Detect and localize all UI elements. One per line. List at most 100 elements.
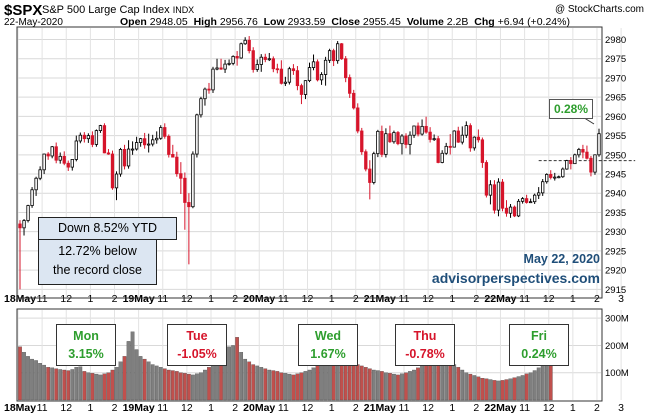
candle-body	[211, 68, 215, 91]
candle-body	[167, 135, 171, 155]
volume-x-tick-label: 3	[618, 402, 624, 414]
price-tick-label: 2975	[605, 54, 626, 65]
candle-body	[215, 67, 219, 70]
high-value: 2956.76	[219, 16, 258, 28]
day-change: -0.78%	[405, 347, 445, 361]
volume-bar	[146, 361, 151, 401]
day-change: -1.05%	[177, 347, 217, 361]
candle-body	[118, 149, 123, 175]
volume-bar	[34, 360, 38, 401]
volume-bar	[367, 368, 372, 401]
candle-body	[34, 177, 38, 191]
volume-bar	[66, 370, 71, 401]
volume-bar	[420, 364, 424, 401]
candle-body	[187, 202, 191, 208]
candle-body	[335, 43, 340, 62]
volume-bar	[371, 369, 376, 401]
volume-bar	[375, 370, 380, 401]
volume-bar	[359, 365, 364, 401]
candle-body	[384, 133, 388, 155]
volume-bar	[452, 364, 457, 401]
candle-body	[488, 184, 493, 196]
candle-body	[283, 81, 288, 84]
price-x-tick-label: 3	[618, 293, 624, 305]
volume-bar	[400, 373, 404, 401]
close-value: 2955.45	[362, 16, 401, 28]
candlestick-series	[18, 36, 601, 290]
price-tick-label: 2915	[605, 285, 626, 296]
volume-bar	[102, 373, 107, 401]
price-x-tick-label: 12	[302, 293, 314, 305]
day-change: 3.15%	[68, 347, 104, 361]
volume-x-tick-label: 12	[60, 402, 72, 414]
volume-bar	[259, 367, 264, 401]
open-value: 2948.05	[149, 16, 188, 28]
volume-bar	[480, 378, 485, 401]
candle-body	[94, 130, 99, 145]
candle-body	[82, 134, 86, 140]
volume-bar	[162, 368, 167, 401]
candle-body	[444, 145, 448, 154]
volume-bar	[70, 369, 75, 401]
price-x-tick-label: 20May	[243, 293, 275, 305]
candle-body	[344, 58, 348, 78]
candle-body	[38, 169, 42, 179]
volume-axis: 300M 200M 100M	[605, 314, 629, 380]
volume-bar	[122, 356, 127, 401]
candle-body	[569, 160, 573, 165]
candle-body	[255, 64, 259, 70]
volume-x-tick-label: 22May	[484, 402, 516, 414]
volume-bar	[263, 368, 268, 401]
volume-bar	[54, 368, 59, 401]
volume-bar	[211, 364, 215, 401]
price-tick-label: 2955	[605, 131, 626, 142]
volume-bar	[50, 367, 55, 401]
candle-body	[327, 50, 332, 61]
day-name: Wed	[314, 329, 342, 343]
candle-body	[126, 148, 131, 167]
volume-x-tick-label: 2	[112, 402, 118, 414]
volume-bar	[134, 349, 139, 401]
candle-body	[508, 206, 513, 214]
price-tick-label: 2965	[605, 93, 626, 104]
price-x-tick-label: 2	[353, 293, 359, 305]
volume-bar	[456, 367, 461, 401]
exchange-label: INDX	[172, 5, 195, 15]
candle-body	[500, 181, 505, 209]
price-tick-label: 2930	[605, 227, 626, 238]
date-annotation: May 22, 2020	[523, 252, 600, 266]
open-label: Open	[120, 16, 147, 28]
volume-bar	[187, 373, 191, 401]
last-change-annotation: 0.28%	[549, 99, 593, 119]
price-x-tick-label: 11	[157, 293, 168, 305]
volume-bar	[287, 373, 292, 401]
volume-bar	[524, 373, 529, 401]
candle-body	[199, 98, 203, 116]
candle-body	[54, 146, 58, 161]
volume-bar	[464, 372, 469, 401]
volume-tick-label: 200M	[605, 341, 629, 352]
candle-body	[191, 153, 195, 208]
volume-bar	[303, 371, 308, 401]
day-name: Fri	[531, 329, 547, 343]
candle-body	[460, 134, 464, 143]
chg-value: +6.94 (+0.24%)	[497, 16, 570, 28]
candle-body	[62, 155, 66, 164]
volume-bar	[42, 364, 46, 401]
volume-bar	[74, 367, 79, 401]
volume-bar	[536, 367, 541, 401]
candle-body	[134, 142, 139, 150]
volume-panel-border	[16, 308, 603, 402]
candle-body	[549, 174, 553, 178]
candle-body	[263, 56, 267, 60]
volume-bar	[380, 371, 384, 401]
volume-bar	[267, 369, 272, 401]
candle-body	[26, 205, 30, 221]
volume-bar	[271, 370, 276, 401]
day-summary-fri: Fri 0.24%	[509, 324, 569, 366]
volume-bar	[98, 374, 103, 401]
candle-body	[408, 134, 412, 145]
volume-bar	[412, 369, 416, 401]
volume-bar	[207, 367, 211, 401]
candle-body	[227, 62, 231, 65]
